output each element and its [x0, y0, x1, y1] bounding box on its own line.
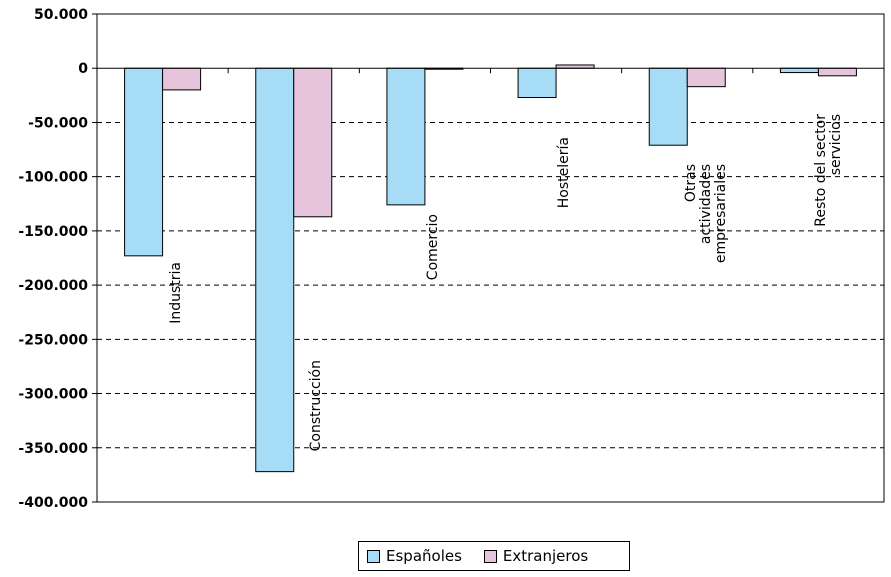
y-tick-label: -50.000	[28, 115, 88, 131]
bar-espanoles	[255, 67, 295, 473]
legend-swatch-espanoles	[367, 549, 380, 563]
y-tick-label: -350.000	[18, 441, 88, 457]
bar-extranjeros	[817, 67, 857, 77]
category-label: Industria	[168, 262, 184, 324]
bar-extranjeros	[162, 67, 202, 91]
y-tick-label: -100.000	[18, 170, 88, 186]
legend-item-espanoles: Españoles	[367, 547, 462, 565]
category-label: Otrasactividadesempresariales	[683, 164, 729, 263]
plot-frame	[96, 13, 885, 503]
legend-swatch-extranjeros	[483, 549, 497, 563]
category-labels: Industria Construcción Comercio Hostelería O…	[168, 114, 844, 452]
y-tick-label: -400.000	[18, 495, 88, 511]
legend: Españoles Extranjeros	[358, 541, 630, 571]
bar-espanoles	[124, 67, 164, 257]
y-tick-label: 50.000	[34, 7, 88, 23]
category-label: Construcción	[308, 360, 324, 451]
legend-label-extranjeros: Extranjeros	[502, 547, 589, 565]
y-tick-label: -200.000	[18, 278, 88, 294]
category-label: Hostelería	[556, 137, 572, 208]
bar-espanoles	[386, 67, 426, 206]
legend-item-extranjeros: Extranjeros	[483, 547, 589, 565]
y-axis-tick-labels: 50.000 0 -50.000 -100.000 -150.000 -200.000 -2…	[18, 7, 88, 511]
legend-label-espanoles: Españoles	[386, 547, 462, 565]
bar-extranjeros	[293, 67, 333, 218]
bars	[124, 64, 857, 473]
axes	[92, 13, 885, 503]
y-tick-label: 0	[78, 61, 88, 77]
y-tick-label: -150.000	[18, 224, 88, 240]
category-label: Resto del sectorservicios	[813, 114, 844, 227]
bar-extranjeros	[686, 67, 726, 88]
bar-espanoles	[517, 67, 557, 99]
bar-espanoles	[648, 67, 688, 146]
category-label: Comercio	[425, 214, 441, 280]
y-tick-label: -300.000	[18, 387, 88, 403]
gridlines	[97, 121, 884, 449]
bar-espanoles	[779, 67, 819, 74]
y-tick-label: -250.000	[18, 332, 88, 348]
